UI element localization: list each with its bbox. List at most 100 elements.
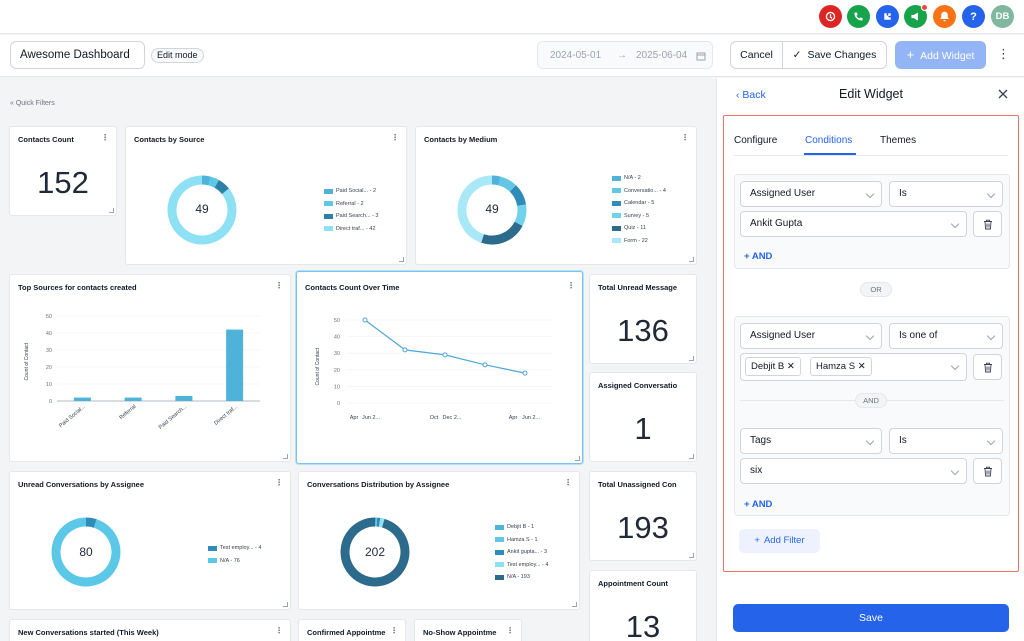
resize-handle[interactable] <box>283 454 288 459</box>
value-select[interactable]: Ankit Gupta <box>740 211 967 237</box>
resize-handle[interactable] <box>689 356 694 361</box>
delete-condition-button[interactable] <box>973 354 1002 380</box>
bell-icon[interactable] <box>933 5 956 28</box>
donut-slice[interactable] <box>214 179 229 195</box>
resize-handle[interactable] <box>109 208 114 213</box>
add-and-button[interactable]: + AND <box>744 251 773 262</box>
widget-menu-icon[interactable]: ⋮ <box>564 478 572 487</box>
resize-handle[interactable] <box>575 456 580 461</box>
donut-slice[interactable] <box>481 221 523 245</box>
widget-unread-by-assignee[interactable]: Unread Conversations by Assignee ⋮ 80 Te… <box>9 471 291 610</box>
donut-slice[interactable] <box>498 176 516 192</box>
legend-item[interactable]: Calendar - 5 <box>612 197 666 210</box>
more-options-icon[interactable]: ⋮ <box>997 46 1010 61</box>
widget-top-sources[interactable]: Top Sources for contacts created ⋮ 0 10 20… <box>9 274 291 462</box>
donut-slice[interactable] <box>378 517 385 528</box>
data-point[interactable] <box>362 317 368 323</box>
delete-condition-button[interactable] <box>973 211 1002 237</box>
widget-contacts-count[interactable]: Contacts Count ⋮ 152 <box>9 126 117 216</box>
integrations-icon[interactable] <box>876 5 899 28</box>
donut-slice[interactable] <box>457 175 493 243</box>
resize-handle[interactable] <box>283 602 288 607</box>
field-select[interactable]: Tags <box>740 428 882 454</box>
delete-condition-button[interactable] <box>973 458 1002 484</box>
donut-slice[interactable] <box>85 517 97 528</box>
legend-item[interactable]: Quiz - 11 <box>612 222 666 235</box>
quick-filters-toggle[interactable]: « Quick Filters <box>10 100 55 107</box>
bar[interactable] <box>226 329 244 401</box>
donut-slice[interactable] <box>509 185 527 207</box>
tab-themes[interactable]: Themes <box>880 135 917 146</box>
legend-item[interactable]: N/A - 193 <box>495 571 548 584</box>
legend-item[interactable]: Survey - 5 <box>612 210 666 223</box>
widget-contacts-by-medium[interactable]: Contacts by Medium ⋮ 49 N/A - 2 Conversat… <box>415 126 697 265</box>
donut-slice[interactable] <box>201 175 211 186</box>
resize-handle[interactable] <box>689 553 694 558</box>
donut-slice[interactable] <box>51 517 121 587</box>
add-and-button[interactable]: + AND <box>744 499 773 510</box>
legend-item[interactable]: Paid Social... - 2 <box>324 185 379 198</box>
widget-menu-icon[interactable]: ⋮ <box>275 281 283 290</box>
donut-slice[interactable] <box>491 175 501 186</box>
widget-menu-icon[interactable]: ⋮ <box>275 478 283 487</box>
widget-total-unread[interactable]: Total Unread Message 136 <box>589 274 697 364</box>
widget-no-show-appointments[interactable]: No-Show Appointme ⋮ <box>414 619 522 641</box>
back-button[interactable]: ‹ Back <box>736 89 766 101</box>
legend-item[interactable]: Test employ... - 4 <box>495 559 548 572</box>
cancel-button[interactable]: Cancel <box>730 41 783 69</box>
widget-confirmed-appointments[interactable]: Confirmed Appointme ⋮ <box>298 619 406 641</box>
widget-menu-icon[interactable]: ⋮ <box>506 626 514 635</box>
donut-slice[interactable] <box>340 517 410 587</box>
donut-slice[interactable] <box>167 175 237 245</box>
operator-select[interactable]: Is <box>889 181 1003 207</box>
data-point[interactable] <box>482 362 488 368</box>
widget-conversations-distribution[interactable]: Conversations Distribution by Assignee ⋮… <box>298 471 580 610</box>
resize-handle[interactable] <box>689 257 694 262</box>
legend-item[interactable]: Hamza S - 1 <box>495 534 548 547</box>
legend-item[interactable]: Debjit B - 1 <box>495 521 548 534</box>
dashboard-name-input[interactable]: Awesome Dashboard <box>10 41 145 69</box>
widget-menu-icon[interactable]: ⋮ <box>275 626 283 635</box>
close-icon[interactable] <box>997 88 1009 100</box>
bar[interactable] <box>73 397 91 401</box>
add-filter-button[interactable]: + Add Filter <box>739 529 820 553</box>
field-select[interactable]: Assigned User <box>740 323 882 349</box>
legend-item[interactable]: Paid Search... - 3 <box>324 210 379 223</box>
data-point[interactable] <box>402 347 408 353</box>
legend-item[interactable]: Ankit gupta... - 3 <box>495 546 548 559</box>
legend-item[interactable]: Conversatio... - 4 <box>612 185 666 198</box>
resize-handle[interactable] <box>572 602 577 607</box>
megaphone-icon[interactable] <box>904 4 928 28</box>
remove-chip-icon[interactable]: ✕ <box>857 361 866 372</box>
donut-slice[interactable] <box>514 204 527 226</box>
widget-menu-icon[interactable]: ⋮ <box>681 133 689 142</box>
legend-item[interactable]: N/A - 2 <box>612 172 666 185</box>
add-widget-button[interactable]: + Add Widget <box>895 41 986 69</box>
widget-menu-icon[interactable]: ⋮ <box>101 133 109 142</box>
save-button[interactable]: Save <box>733 604 1009 632</box>
widget-menu-icon[interactable]: ⋮ <box>390 626 398 635</box>
resize-handle[interactable] <box>689 454 694 459</box>
operator-select[interactable]: Is one of <box>889 323 1003 349</box>
widget-contacts-by-source[interactable]: Contacts by Source ⋮ 49 Paid Social... -… <box>125 126 407 265</box>
legend-item[interactable]: Form - 22 <box>612 235 666 248</box>
save-changes-button[interactable]: ✓ Save Changes <box>782 41 887 69</box>
date-range-picker[interactable]: 2024-05-01 → 2025-06-04 <box>537 41 713 69</box>
bar[interactable] <box>175 395 193 401</box>
widget-appointment-count[interactable]: Appointment Count 13 <box>589 570 697 641</box>
avatar[interactable]: DB <box>991 5 1014 28</box>
widget-new-conversations[interactable]: New Conversations started (This Week) ⋮ <box>9 619 291 641</box>
legend-item[interactable]: N/A - 76 <box>208 555 261 568</box>
legend-item[interactable]: Test employ... - 4 <box>208 542 261 555</box>
operator-select[interactable]: Is <box>889 428 1003 454</box>
resize-handle[interactable] <box>399 257 404 262</box>
tab-conditions[interactable]: Conditions <box>805 135 853 146</box>
widget-contacts-over-time[interactable]: Contacts Count Over Time ⋮ 0 10 20 30 40 50 Co… <box>296 271 583 464</box>
widget-total-unassigned[interactable]: Total Unassigned Con 193 <box>589 471 697 561</box>
help-icon[interactable]: ? <box>962 5 985 28</box>
data-point[interactable] <box>442 352 448 358</box>
phone-icon[interactable] <box>847 5 870 28</box>
widget-menu-icon[interactable]: ⋮ <box>391 133 399 142</box>
data-point[interactable] <box>522 370 528 376</box>
widget-assigned-conversations[interactable]: Assigned Conversatio 1 <box>589 372 697 462</box>
